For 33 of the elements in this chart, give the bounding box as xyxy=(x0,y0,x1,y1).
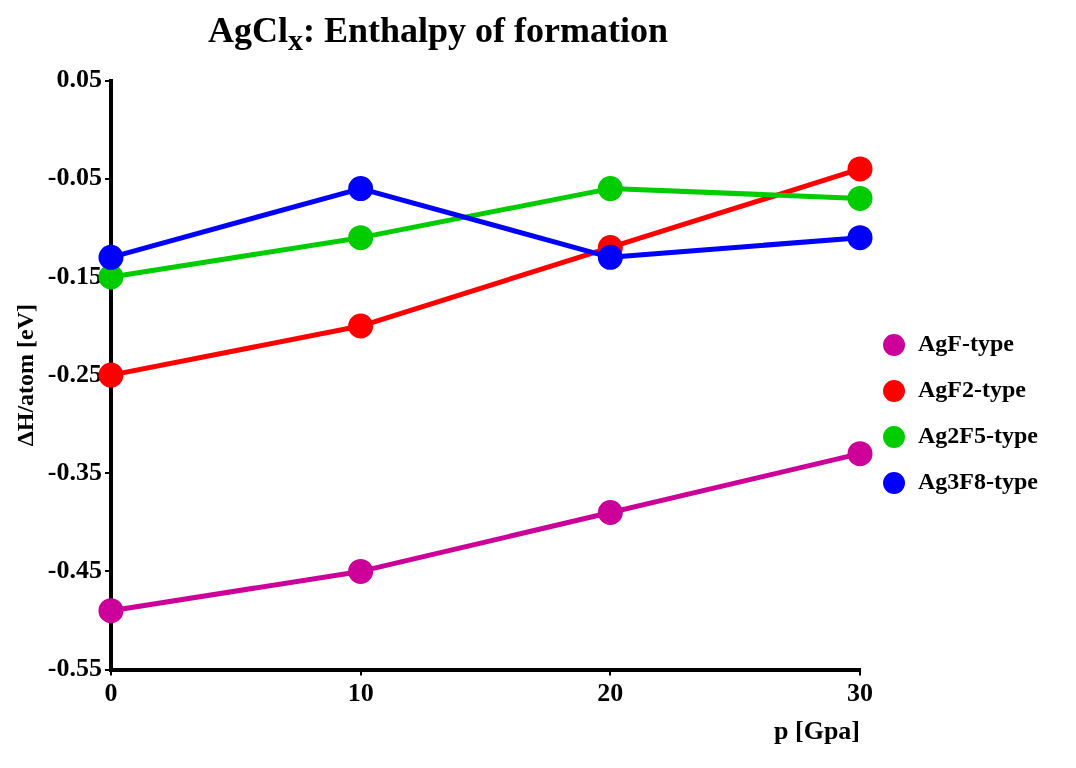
point xyxy=(348,176,374,202)
point xyxy=(847,186,873,212)
legend-label: Ag3F8-type xyxy=(918,468,1039,495)
x-axis-title: p [Gpa] xyxy=(774,716,861,746)
x-tick-label: 0 xyxy=(104,678,118,708)
point xyxy=(98,362,124,388)
x-tick-label: 10 xyxy=(347,678,374,708)
point xyxy=(847,225,873,251)
point xyxy=(597,500,623,526)
y-tick-label: 0.05 xyxy=(56,64,102,94)
point xyxy=(98,598,124,624)
point xyxy=(597,244,623,270)
legend-label: AgF2-type xyxy=(918,376,1027,403)
chart-title: AgCl$_{x}$: Enthalpy of formation xyxy=(207,9,669,59)
x-tick-label: 30 xyxy=(847,678,874,708)
x-tick-label: 20 xyxy=(597,678,624,708)
point xyxy=(847,441,873,467)
y-tick-label: -0.05 xyxy=(47,162,102,192)
point xyxy=(597,176,623,202)
y-tick-label: -0.45 xyxy=(47,555,102,585)
y-tick-label: -0.35 xyxy=(47,457,102,487)
point xyxy=(98,264,124,290)
legend-label: Ag2F5-type xyxy=(918,422,1039,449)
y-axis-title: ΔH/atom [eV] xyxy=(11,304,38,447)
point xyxy=(348,559,374,585)
y-tick-label: -0.15 xyxy=(47,260,102,290)
point xyxy=(348,313,374,339)
point xyxy=(847,156,873,182)
legend-label: AgF-type xyxy=(918,330,1015,357)
point xyxy=(348,225,374,251)
point xyxy=(98,244,124,270)
y-tick-label: -0.55 xyxy=(47,653,102,683)
y-tick-label: -0.25 xyxy=(47,359,102,389)
